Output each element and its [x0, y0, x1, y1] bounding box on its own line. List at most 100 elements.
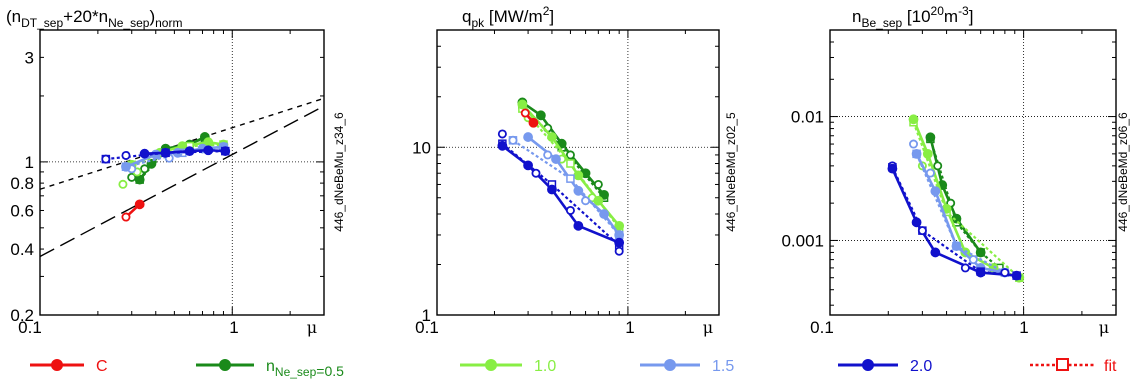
- data-point-C: [134, 199, 145, 210]
- panel-2-y-tick: 10: [412, 138, 431, 157]
- data-point-n20: [614, 237, 625, 248]
- data-point-n20: [220, 146, 231, 157]
- panel-3-side-label: 446_dNeBeMd_z06_6: [1116, 112, 1130, 232]
- data-point-n15: [930, 186, 941, 197]
- panel-3-y-tick-labels: 0.001 0.01: [781, 108, 824, 251]
- open-point-C: [520, 108, 530, 118]
- fit-point-n10: [566, 159, 575, 168]
- panel-1-reference-lines: [39, 97, 325, 258]
- open-point-n15: [543, 150, 553, 160]
- panel-3: nBe_sep [1020m-3] 0.1 1 μ 0.001 0.01 446…: [781, 4, 1130, 337]
- fit-point-n15: [566, 174, 575, 183]
- data-point-n10: [593, 195, 604, 206]
- panel-2-gridlines: [437, 30, 719, 315]
- panel-1-series: [101, 132, 231, 222]
- panel-1-gridlines: [40, 30, 324, 315]
- open-point-n20: [960, 263, 970, 273]
- series-n15: [909, 139, 1010, 278]
- data-point-n15: [573, 185, 584, 196]
- legend-marker-n15: [664, 359, 676, 371]
- panel-3-y-tick: 0.001: [781, 231, 824, 250]
- panel-1-y-tick: 0.2: [10, 306, 34, 325]
- panel-1-y-tick: 0.4: [10, 240, 34, 259]
- open-point-n15: [925, 168, 935, 178]
- panel-2-title: qpk [MW/m2]: [462, 4, 554, 30]
- series-n20: [101, 145, 231, 164]
- open-point-n20: [121, 150, 131, 160]
- panel-2-y-tick: 1: [422, 306, 431, 325]
- legend-item-n15: 1.5: [640, 358, 734, 375]
- series-n20: [497, 129, 625, 256]
- panel-1: (nDT_sep+20*nNe_sep)norm 0.1 1 μ 0.2 0.4…: [6, 7, 346, 337]
- series-n05: [925, 132, 1004, 273]
- panel-2-side-label: 446_dNeBeMd_z02_5: [724, 112, 738, 232]
- open-point-n05: [140, 164, 150, 174]
- legend-marker-n05: [219, 359, 231, 371]
- data-point-n20: [547, 184, 557, 195]
- open-point-n15: [968, 255, 978, 265]
- panel-1-x-axis-label: μ: [307, 318, 317, 337]
- data-point-n20: [1011, 270, 1022, 281]
- data-point-n10: [922, 148, 933, 159]
- open-point-n20: [1000, 268, 1010, 278]
- legend-item-n05: nNe_sep=0.5: [196, 358, 344, 379]
- open-point-C: [121, 212, 131, 222]
- legend-label-n05: nNe_sep=0.5: [266, 358, 344, 379]
- data-point-n05: [925, 132, 936, 143]
- panel-3-ticks: [829, 29, 1117, 315]
- panel-1-x-tick-0.1: 0.1: [18, 318, 42, 337]
- panel-1-y-tick: 3: [25, 48, 34, 67]
- open-point-n20: [565, 205, 575, 215]
- open-point-n15: [909, 139, 919, 149]
- open-point-n20: [531, 168, 541, 178]
- series-C: [121, 199, 145, 222]
- open-point-n20: [917, 226, 927, 236]
- reference-line-long-dash: [39, 105, 325, 258]
- data-point-n15: [551, 154, 561, 164]
- data-point-n20: [975, 267, 986, 278]
- open-point-n15: [581, 196, 591, 206]
- data-point-n20: [139, 148, 150, 159]
- open-point-n05: [593, 179, 603, 189]
- legend-item-n20: 2.0: [838, 358, 932, 375]
- data-point-n05: [134, 174, 145, 185]
- panel-3-title: nBe_sep [1020m-3]: [852, 4, 973, 30]
- panel-2: qpk [MW/m2] 0.1 1 μ 1 10 446_dNeBeMd_z02…: [412, 4, 738, 337]
- panel-1-title: (nDT_sep+20*nNe_sep)norm: [6, 7, 182, 30]
- panel-3-series: [887, 114, 1025, 283]
- data-point-n20: [573, 220, 584, 231]
- data-point-n20: [160, 147, 171, 158]
- panel-3-y-tick: 0.01: [791, 108, 824, 127]
- panel-3-x-tick-1: 1: [1019, 318, 1028, 337]
- series-n15: [508, 132, 625, 240]
- open-point-n20: [497, 129, 507, 139]
- open-point-n20: [101, 154, 111, 164]
- panel-3-frame: [829, 29, 1117, 316]
- panel-1-y-tick-labels: 0.2 0.4 0.6 0.8 1 3: [10, 48, 34, 325]
- legend-item-fit: fit: [1030, 358, 1117, 375]
- data-point-n15: [599, 209, 609, 219]
- data-point-n10: [908, 114, 919, 125]
- panel-1-y-tick: 1: [25, 153, 34, 172]
- panel-1-ticks: [39, 29, 325, 316]
- panel-2-x-tick-0.1: 0.1: [415, 318, 439, 337]
- data-point-n15: [911, 148, 922, 159]
- panel-1-side-label: 446_dNeBeMu_z34_6: [332, 112, 346, 232]
- data-point-n20: [887, 163, 898, 174]
- panel-1-y-tick: 0.6: [10, 201, 34, 220]
- legend-label-n20: 2.0: [910, 358, 932, 375]
- data-point-n10: [547, 132, 557, 142]
- panel-2-x-axis-label: μ: [703, 318, 713, 337]
- open-point-n05: [127, 172, 137, 182]
- panel-2-ticks: [436, 29, 720, 316]
- data-point-n15: [121, 161, 131, 172]
- data-point-n10: [573, 170, 584, 181]
- panel-1-x-tick-1: 1: [229, 318, 238, 337]
- panel-1-frame: [39, 29, 325, 316]
- data-point-n20: [184, 146, 195, 157]
- data-point-n20: [930, 247, 941, 258]
- fit-line-n15: [512, 139, 621, 236]
- panel-2-x-tick-1: 1: [625, 318, 634, 337]
- open-point-n05: [565, 150, 575, 160]
